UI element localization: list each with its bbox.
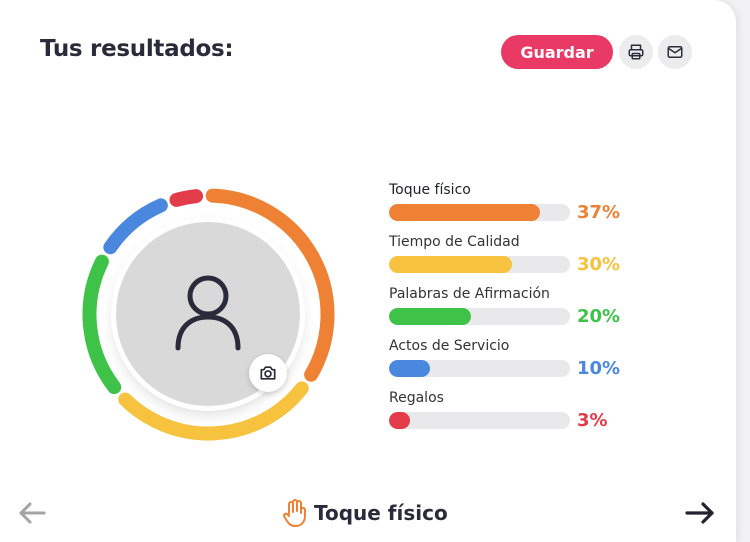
print-button[interactable] xyxy=(619,35,653,69)
email-button[interactable] xyxy=(658,35,692,69)
result-label: Regalos xyxy=(389,390,444,406)
current-result: Toque físico xyxy=(282,496,448,530)
ring-segment-4 xyxy=(169,189,204,207)
result-bar-track xyxy=(389,256,570,273)
ring-segment-0 xyxy=(205,188,335,382)
result-bar-fill xyxy=(389,204,541,221)
page-title: Tus resultados: xyxy=(40,36,234,62)
upload-photo-button[interactable] xyxy=(249,354,287,392)
result-row-tiempo-de-calidad: Tiempo de Calidad 30% xyxy=(389,232,649,284)
camera-icon xyxy=(260,366,276,380)
result-percent: 20% xyxy=(577,306,621,327)
result-bar-track xyxy=(389,204,570,221)
result-row-actos-de-servicio: Actos de Servicio 10% xyxy=(389,336,649,388)
result-percent: 3% xyxy=(577,410,608,431)
results-list: Toque físico 37% Tiempo de Calidad 30% P… xyxy=(389,180,649,440)
previous-button[interactable] xyxy=(16,497,48,533)
results-ring xyxy=(82,188,335,441)
current-result-label: Toque físico xyxy=(314,501,448,525)
result-bar-track xyxy=(389,412,570,429)
result-label: Palabras de Afirmación xyxy=(389,286,550,302)
result-bar-fill xyxy=(389,412,411,429)
result-bar-track xyxy=(389,308,570,325)
ring-segment-2 xyxy=(82,254,122,395)
result-bar-fill xyxy=(389,308,471,325)
result-label: Toque físico xyxy=(389,182,471,198)
result-bar-fill xyxy=(389,360,430,377)
arrow-right-icon xyxy=(685,502,714,524)
result-row-regalos: Regalos 3% xyxy=(389,388,649,440)
ring-segment-1 xyxy=(118,381,309,441)
result-bar-fill xyxy=(389,256,512,273)
hand-icon xyxy=(283,499,306,527)
result-percent: 30% xyxy=(577,254,621,275)
result-row-palabras-de-afirmacion: Palabras de Afirmación 20% xyxy=(389,284,649,336)
result-label: Actos de Servicio xyxy=(389,338,510,354)
ring-segment-3 xyxy=(103,198,168,255)
user-icon xyxy=(175,275,241,351)
result-label: Tiempo de Calidad xyxy=(389,234,520,250)
mail-icon xyxy=(667,46,683,58)
result-bar-track xyxy=(389,360,570,377)
result-percent: 10% xyxy=(577,358,621,379)
result-percent: 37% xyxy=(577,202,621,223)
result-row-toque-fisico: Toque físico 37% xyxy=(389,180,649,232)
arrow-left-icon xyxy=(19,502,46,524)
next-button[interactable] xyxy=(683,497,717,533)
save-button[interactable]: Guardar xyxy=(501,35,613,69)
printer-icon xyxy=(628,44,644,60)
